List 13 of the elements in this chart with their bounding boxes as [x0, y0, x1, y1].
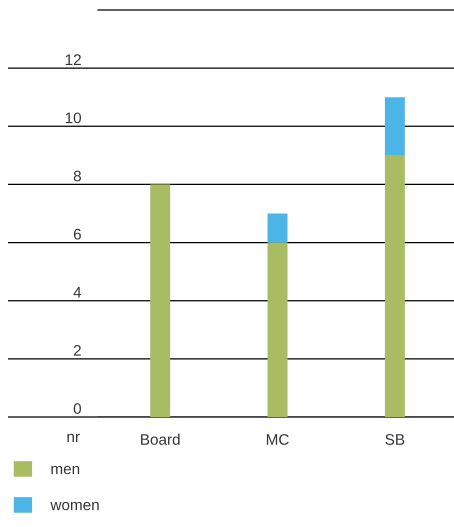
y-tick-label: 10	[66, 112, 82, 124]
y-tick-label: 8	[74, 170, 81, 182]
y-tick-label: 12	[66, 54, 81, 65]
y-axis-title: nr	[67, 434, 80, 442]
x-tick-label: MC	[266, 434, 289, 445]
x-tick-label: Board	[141, 434, 180, 445]
legend-label: women	[50, 502, 99, 510]
legend-label: men	[51, 466, 80, 474]
y-tick-label: 0	[74, 403, 82, 414]
x-tick-label: SB	[385, 434, 404, 445]
y-tick-label: 6	[74, 228, 81, 240]
y-tick-label: 2	[74, 345, 81, 356]
y-tick-label: 4	[73, 287, 82, 298]
